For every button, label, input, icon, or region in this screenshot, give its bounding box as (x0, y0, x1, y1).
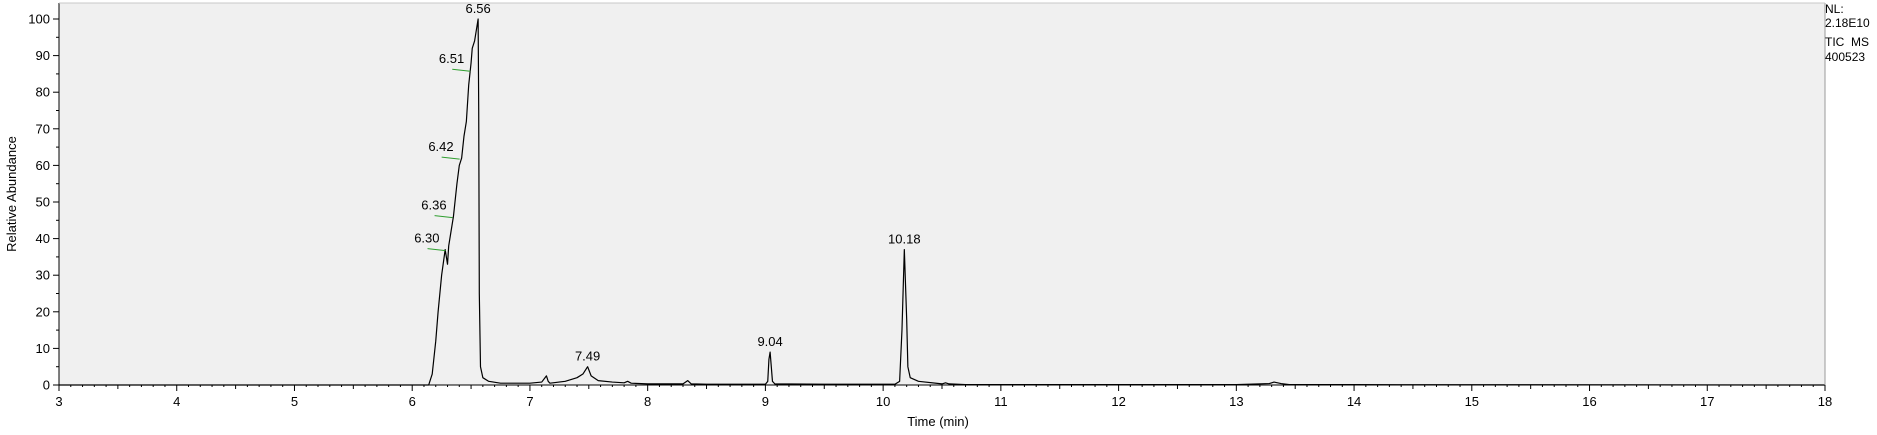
y-tick-label: 20 (36, 304, 50, 319)
y-tick-label: 30 (36, 268, 50, 283)
x-tick-label: 6 (409, 394, 416, 409)
x-tick-label: 11 (994, 394, 1008, 409)
y-tick-label: 10 (36, 341, 50, 356)
y-tick-label: 80 (36, 85, 50, 100)
x-tick-label: 10 (876, 394, 890, 409)
x-axis-label: Time (min) (907, 414, 969, 429)
y-tick-label: 70 (36, 121, 50, 136)
x-tick-label: 17 (1700, 394, 1714, 409)
x-tick-label: 8 (644, 394, 651, 409)
info-line: 400523 (1825, 50, 1865, 64)
trace-layer (59, 18, 1826, 386)
y-tick-label: 40 (36, 231, 50, 246)
y-tick-label: 60 (36, 158, 50, 173)
peak-label: 6.51 (439, 51, 464, 66)
y-tick-label: 90 (36, 48, 50, 63)
peak-label: 6.36 (421, 198, 446, 213)
ticks-layer: 3 4 5 6 7 8 9 10 11 12 13 14 15 16 17 18 0 10 20 30 40 50 60 70… (28, 12, 1832, 410)
x-tick-label: 9 (762, 394, 769, 409)
y-tick-label: 0 (43, 378, 50, 393)
x-tick-label: 3 (55, 394, 62, 409)
x-tick-label: 7 (526, 394, 533, 409)
x-tick-label: 13 (1229, 394, 1243, 409)
info-box: NL: 2.18E10 TIC MS 400523 (1825, 2, 1870, 64)
info-line: NL: (1825, 2, 1844, 16)
peak-marker (434, 215, 453, 219)
x-tick-label: 16 (1582, 394, 1596, 409)
plot-area (59, 3, 1825, 385)
peak-label: 6.30 (414, 231, 439, 246)
peak-marker (452, 68, 471, 72)
x-tick-label: 14 (1347, 394, 1361, 409)
y-tick-label: 50 (36, 195, 50, 210)
info-line: TIC MS (1825, 35, 1869, 49)
x-tick-label: 4 (173, 394, 180, 409)
x-tick-label: 18 (1818, 394, 1832, 409)
x-tick-label: 12 (1111, 394, 1125, 409)
y-axis-label: Relative Abundance (4, 136, 19, 252)
chromatogram-trace (59, 18, 1826, 386)
peak-label: 6.56 (465, 1, 490, 16)
peak-marker (427, 248, 446, 252)
peak-label: 9.04 (757, 334, 782, 349)
x-tick-label: 15 (1465, 394, 1479, 409)
peak-label: 7.49 (575, 349, 600, 364)
info-line: 2.18E10 (1825, 16, 1870, 30)
x-tick-label: 5 (291, 394, 298, 409)
peak-marker (441, 156, 460, 160)
peak-label: 10.18 (888, 232, 921, 247)
peak-label: 6.42 (428, 139, 453, 154)
peak-markers-layer: 6.56 6.51 6.42 6.36 6.30 7.49 9.04 10.18 (414, 1, 920, 364)
y-tick-label: 100 (28, 12, 50, 27)
